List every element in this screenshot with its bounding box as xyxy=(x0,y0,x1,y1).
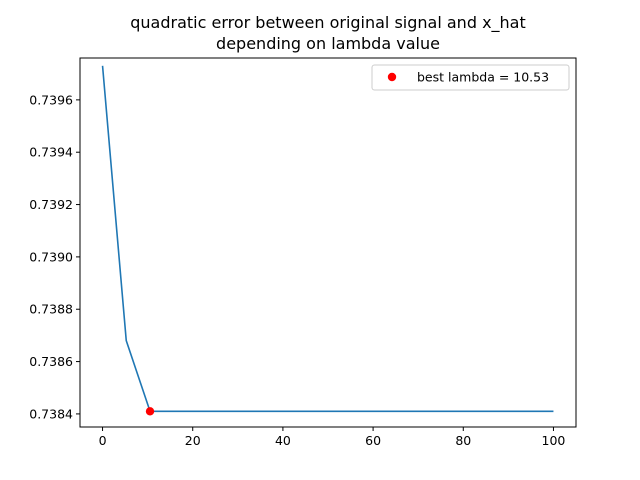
y-tick-label: 0.7394 xyxy=(29,145,73,160)
x-tick-label: 40 xyxy=(275,433,291,448)
best-lambda-point xyxy=(145,407,155,416)
y-tick-label: 0.7390 xyxy=(29,249,73,264)
chart-title-line-2: depending on lambda value xyxy=(216,34,440,53)
error-line-series xyxy=(101,65,554,413)
legend-label: best lambda = 10.53 xyxy=(417,70,549,85)
y-tick-label: 0.7396 xyxy=(29,92,73,107)
legend: best lambda = 10.53 xyxy=(371,64,570,91)
x-tick-label: 100 xyxy=(542,433,566,448)
x-axis: 0 20 40 60 80 100 xyxy=(99,427,566,448)
y-tick-label: 0.7384 xyxy=(29,406,73,421)
chart-title-line-1: quadratic error between original signal … xyxy=(130,13,526,32)
y-tick-label: 0.7392 xyxy=(29,197,73,212)
legend-marker xyxy=(387,72,397,82)
x-tick-label: 0 xyxy=(99,433,107,448)
y-axis: 0.7384 0.7386 0.7388 0.7390 0.7392 0.7394 0.73… xyxy=(29,92,80,421)
legend-box xyxy=(371,64,570,91)
chart-title: quadratic error between original signal … xyxy=(80,12,576,54)
axes-frame xyxy=(79,57,577,428)
x-tick-label: 80 xyxy=(455,433,471,448)
x-tick-label: 60 xyxy=(365,433,381,448)
series-layer xyxy=(101,65,554,416)
x-tick-label: 20 xyxy=(185,433,201,448)
y-tick-label: 0.7386 xyxy=(29,354,73,369)
y-tick-label: 0.7388 xyxy=(29,302,73,317)
